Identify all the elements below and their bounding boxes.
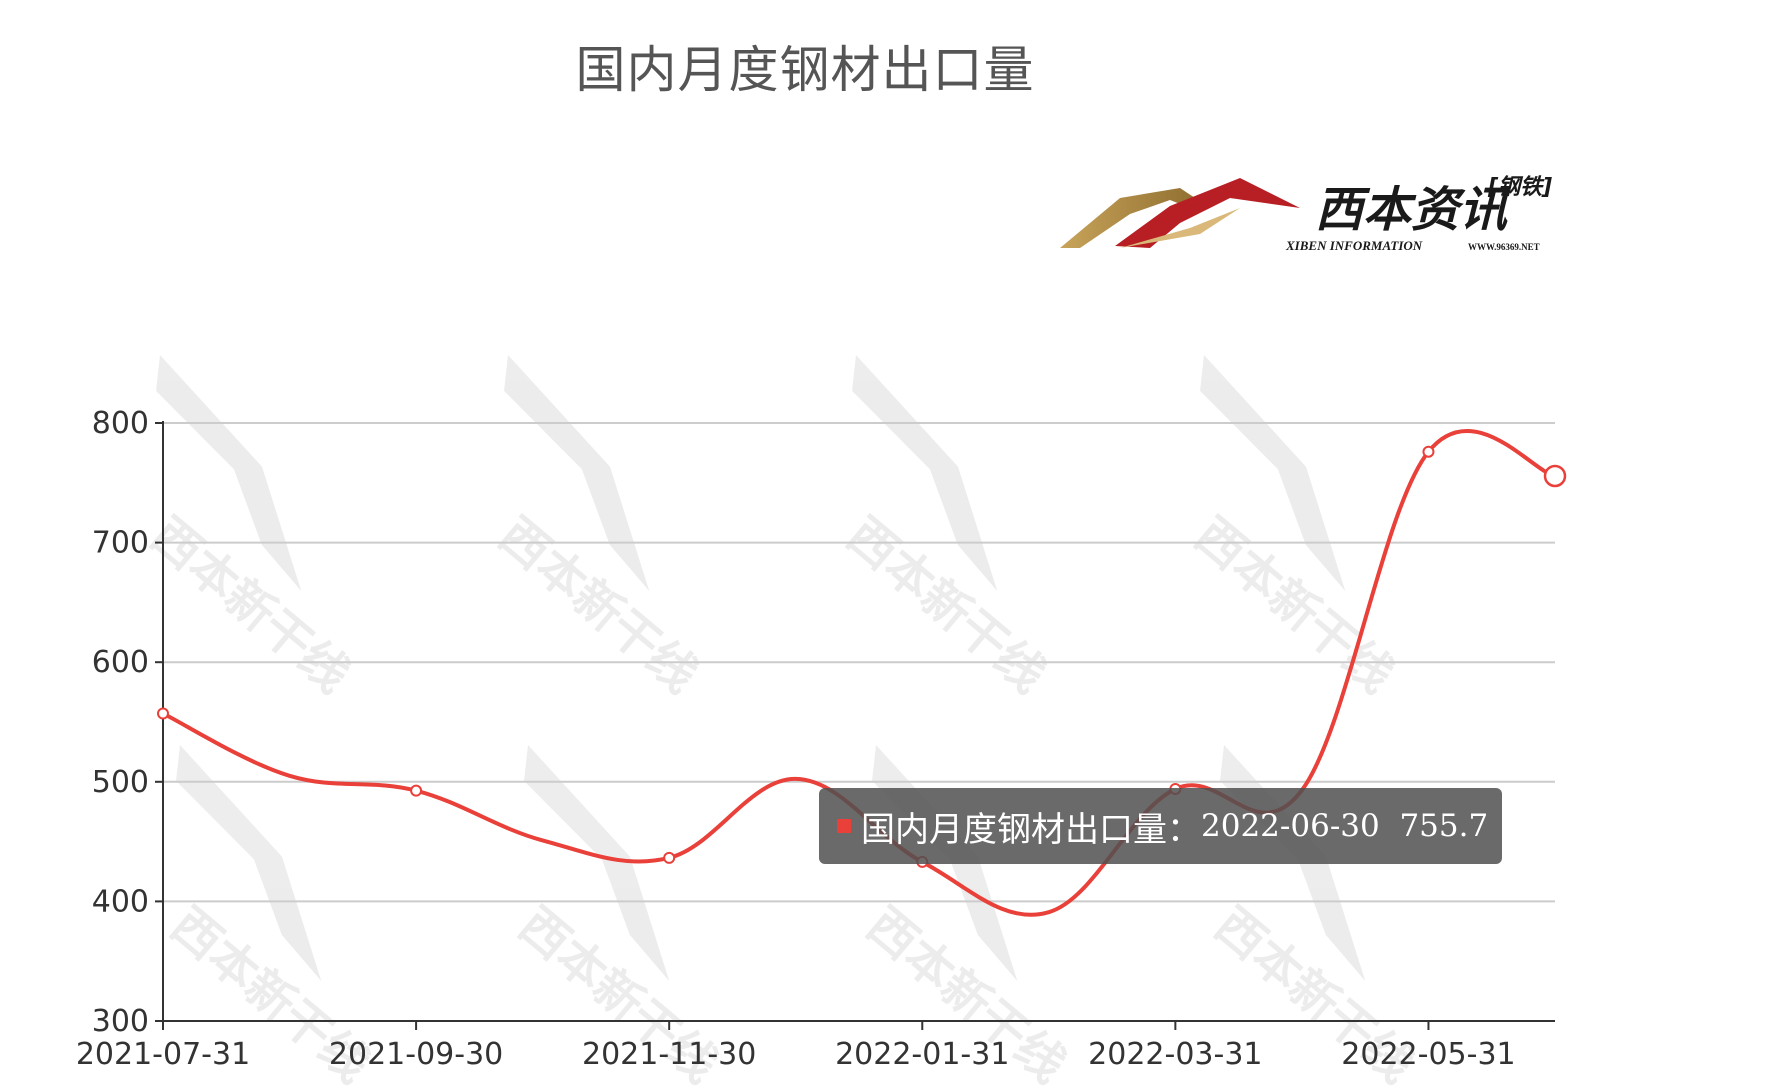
x-axis-ticks: 2021-07-31 2021-09-30 2021-11-30 2022-01-31… [76, 1021, 1516, 1072]
logo-name-en: XIBEN INFORMATION [1285, 238, 1423, 253]
watermark-1: 西本新干线 [488, 355, 708, 704]
watermark-mountain-icon [176, 745, 322, 982]
chart-title: 国内月度钢材出口量 [575, 41, 1035, 99]
watermark-text: 西本新干线 [140, 507, 360, 704]
y-tick-label-500: 500 [92, 765, 149, 800]
logo-name-cn: 西本资讯 [1315, 182, 1510, 238]
data-point-2021-09-30 [410, 784, 423, 797]
data-tooltip: 国内月度钢材出口量： 2022-06-30 755.7 [819, 788, 1503, 864]
data-point-2021-07-31 [157, 707, 169, 720]
tooltip-series-name: 国内月度钢材出口量 [861, 809, 1167, 850]
xiben-logo: 西本资讯 [钢铁] XIBEN INFORMATION WWW.96369.NE… [1060, 175, 1552, 253]
data-point-2021-11-30 [663, 851, 676, 864]
y-tick-label-400: 400 [92, 884, 149, 919]
logo-red-mountain-icon [1115, 178, 1300, 248]
logo-site: WWW.96369.NET [1468, 242, 1540, 252]
watermark-3: 西本新干线 [1184, 355, 1404, 704]
watermark-text: 西本新干线 [488, 507, 708, 704]
y-tick-label-700: 700 [92, 526, 149, 561]
y-axis-ticks: 300 400 500 600 700 800 [92, 406, 163, 1039]
x-tick-label-2022-05-31: 2022-05-31 [1341, 1037, 1515, 1072]
data-point-2022-05-31 [1422, 445, 1435, 458]
axes [162, 421, 1555, 1022]
y-tick-label-600: 600 [92, 645, 149, 680]
tooltip-value: 755.7 [1399, 808, 1489, 844]
data-point-2022-06-30 [1543, 464, 1567, 488]
y-tick-label-800: 800 [92, 406, 149, 441]
watermark-mountain-icon [524, 745, 670, 982]
watermark-text: 西本新干线 [836, 507, 1056, 704]
watermark-2: 西本新干线 [836, 355, 1056, 704]
tooltip-separator: ： [1167, 809, 1201, 850]
logo-tag: [钢铁] [1487, 175, 1552, 200]
watermark-mountain-icon [1200, 355, 1346, 592]
tooltip-date: 2022-06-30 [1201, 808, 1380, 844]
watermark-mountain-icon [852, 355, 998, 592]
x-tick-label-2022-01-31: 2022-01-31 [835, 1037, 1009, 1072]
watermark-5: 西本新干线 [508, 745, 728, 1087]
x-tick-label-2021-09-30: 2021-09-30 [329, 1037, 503, 1072]
watermark-mountain-icon [504, 355, 650, 592]
tooltip-swatch [837, 819, 851, 833]
grid-lines [163, 422, 1555, 903]
watermark-mountain-icon [156, 355, 302, 592]
x-tick-label-2021-07-31: 2021-07-31 [76, 1037, 250, 1072]
x-tick-label-2021-11-30: 2021-11-30 [582, 1037, 756, 1072]
y-tick-label-300: 300 [92, 1004, 149, 1039]
logo-gold-mountain-icon [1060, 188, 1210, 248]
x-tick-label-2022-03-31: 2022-03-31 [1088, 1037, 1262, 1072]
